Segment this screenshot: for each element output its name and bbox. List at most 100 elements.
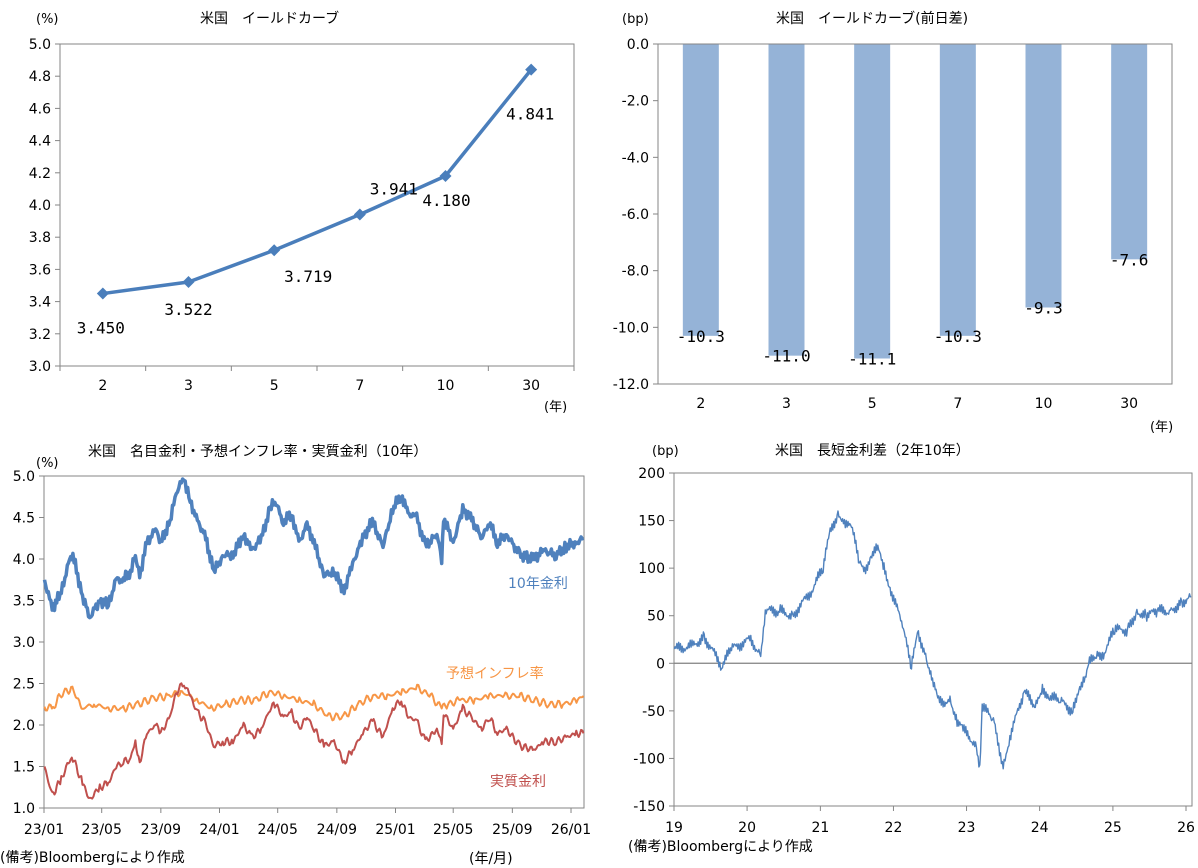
data-label: 3.941 xyxy=(370,179,418,198)
bar xyxy=(1111,44,1148,260)
spread-plot-frame xyxy=(673,472,1193,807)
data-label: -11.1 xyxy=(848,350,896,369)
bar xyxy=(768,44,805,356)
spread-series-line xyxy=(673,510,1192,770)
data-point-marker xyxy=(182,275,195,288)
y-tick-label: 3.0 xyxy=(13,635,35,651)
y-tick-label: 200 xyxy=(638,466,665,482)
x-tick-label: 10 xyxy=(437,378,455,394)
yield-change-chart: 米国 イールドカーブ(前日差) (bp) (年) -12.0 -10.0 -8.0 -… xyxy=(613,10,1173,435)
x-tick-label: 24/05 xyxy=(258,822,298,838)
x-tick-label: 26 xyxy=(1177,820,1195,836)
yield-curve-x-ticks: 2 3 5 7 10 30 xyxy=(59,366,575,394)
y-tick-label: 3.5 xyxy=(13,594,35,610)
x-tick-label: 24 xyxy=(1031,820,1049,836)
rates-x-ticks: 23/01 23/05 23/09 24/01 24/05 24/09 25/01 25/05… xyxy=(24,808,591,838)
yield-change-x-unit: (年) xyxy=(1150,420,1173,435)
x-tick-label: 30 xyxy=(1120,396,1138,412)
data-point-marker xyxy=(525,63,538,76)
y-tick-label: 3.4 xyxy=(29,295,51,311)
yield-curve-y-unit: (%) xyxy=(36,12,59,27)
x-tick-label: 23 xyxy=(958,820,976,836)
y-tick-label: -50 xyxy=(642,704,665,720)
data-label: 3.450 xyxy=(77,319,125,338)
spread-y-ticks: -150 -100 -50 0 50 100 150 200 xyxy=(633,466,674,815)
x-tick-label: 10 xyxy=(1035,396,1053,412)
y-tick-label: -100 xyxy=(633,751,665,767)
rates-series-real xyxy=(43,682,585,800)
x-tick-label: 5 xyxy=(868,396,877,412)
y-tick-label: -2.0 xyxy=(622,94,649,110)
data-label: -9.3 xyxy=(1024,299,1063,318)
y-tick-label: -4.0 xyxy=(622,150,649,166)
x-tick-label: 25/05 xyxy=(433,822,473,838)
y-tick-label: 0.0 xyxy=(627,37,649,53)
y-tick-label: -10.0 xyxy=(613,320,649,336)
y-tick-label: 2.0 xyxy=(13,718,35,734)
data-label: -11.0 xyxy=(762,347,810,366)
y-tick-label: 5.0 xyxy=(13,469,35,485)
y-tick-label: 0 xyxy=(656,656,665,672)
yield-change-x-ticks: 2 3 5 7 10 30 xyxy=(696,396,1138,412)
x-tick-label: 3 xyxy=(782,396,791,412)
rates-y-unit: (%) xyxy=(36,456,59,471)
data-label: -7.6 xyxy=(1110,250,1149,269)
bar xyxy=(682,44,719,336)
x-tick-label: 19 xyxy=(665,820,683,836)
bar xyxy=(854,44,891,359)
yield-change-y-ticks: -12.0 -10.0 -8.0 -6.0 -4.0 -2.0 0.0 xyxy=(613,37,658,393)
y-tick-label: 2.5 xyxy=(13,677,35,693)
y-tick-label: 4.2 xyxy=(29,166,51,182)
data-label: 3.522 xyxy=(164,300,212,319)
y-tick-label: 3.2 xyxy=(29,327,51,343)
yield-curve-title: 米国 イールドカーブ xyxy=(200,10,339,27)
x-tick-label: 30 xyxy=(522,378,540,394)
data-label: 4.180 xyxy=(422,191,470,210)
y-tick-label: 5.0 xyxy=(29,37,51,53)
rates-label-breakeven: 予想インフレ率 xyxy=(446,665,544,682)
data-point-marker xyxy=(268,244,281,257)
yield-change-data-labels: -10.3 -11.0 -11.1 -10.3 -9.3 -7.6 xyxy=(677,250,1149,368)
y-tick-label: 4.0 xyxy=(29,198,51,214)
y-tick-label: -12.0 xyxy=(613,377,649,393)
y-tick-label: 100 xyxy=(638,561,665,577)
y-tick-label: 3.6 xyxy=(29,262,51,278)
x-tick-label: 26/01 xyxy=(551,822,591,838)
y-tick-label: 4.6 xyxy=(29,101,51,117)
x-tick-label: 24/01 xyxy=(199,822,239,838)
yield-change-y-unit: (bp) xyxy=(622,12,649,27)
x-tick-label: 5 xyxy=(270,378,279,394)
x-tick-label: 7 xyxy=(953,396,962,412)
y-tick-label: -8.0 xyxy=(622,264,649,280)
x-tick-label: 23/05 xyxy=(82,822,122,838)
y-tick-label: 50 xyxy=(647,609,665,625)
spread-y-unit: (bp) xyxy=(652,444,679,459)
yield-curve-series-line xyxy=(102,68,533,296)
yield-curve-markers xyxy=(96,63,538,300)
y-tick-label: 1.5 xyxy=(13,760,35,776)
y-tick-label: 150 xyxy=(638,514,665,530)
rates-footnote: (備考)Bloombergにより作成 xyxy=(0,850,185,866)
yield-change-title: 米国 イールドカーブ(前日差) xyxy=(776,10,968,27)
x-tick-label: 2 xyxy=(696,396,705,412)
rates-label-nominal: 10年金利 xyxy=(508,576,568,592)
data-label: -10.3 xyxy=(677,327,725,346)
data-label: 4.841 xyxy=(506,105,554,124)
x-tick-label: 25 xyxy=(1104,820,1122,836)
rates-y-ticks: 1.0 1.5 2.0 2.5 3.0 3.5 4.0 4.5 5.0 xyxy=(13,469,44,817)
x-tick-label: 23/01 xyxy=(24,822,64,838)
data-label: -10.3 xyxy=(934,327,982,346)
yield-curve-chart: 米国 イールドカーブ (%) (年) 3.0 3.2 3.4 3.6 3.8 4.0 4.2… xyxy=(29,10,575,415)
x-tick-label: 23/09 xyxy=(141,822,181,838)
y-tick-label: 4.4 xyxy=(29,134,51,150)
x-tick-label: 20 xyxy=(738,820,756,836)
data-label: 3.719 xyxy=(284,267,332,286)
data-point-marker xyxy=(96,287,109,300)
rates-chart: 米国 名目金利・予想インフレ率・実質金利（10年） (%) (年/月) (備考)… xyxy=(0,443,591,867)
rates-series-breakeven xyxy=(43,683,585,722)
yield-curve-y-ticks: 3.0 3.2 3.4 3.6 3.8 4.0 4.2 4.4 4.6 4.8 5.0 xyxy=(29,37,60,375)
y-tick-label: 3.8 xyxy=(29,230,51,246)
bar xyxy=(1025,44,1062,308)
